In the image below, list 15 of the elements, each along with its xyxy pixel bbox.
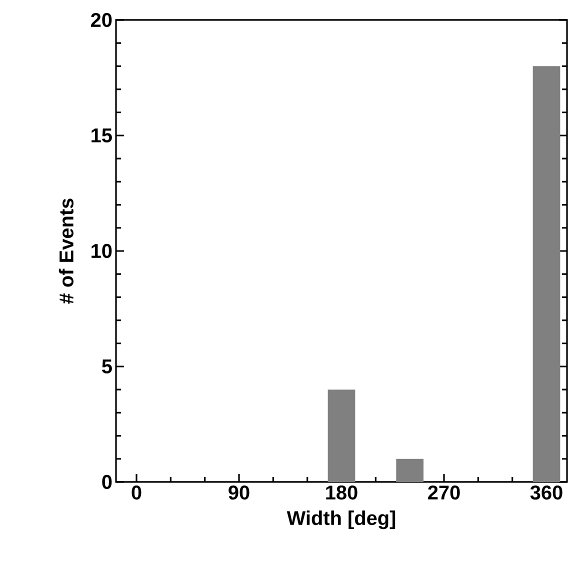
bar	[328, 390, 356, 482]
bar	[532, 66, 560, 482]
x-tick-label: 360	[530, 486, 562, 500]
y-tick-label: 15	[92, 128, 112, 142]
y-tick-label: 20	[91, 12, 112, 28]
x-tick-label: 90	[228, 486, 250, 500]
x-tick-label: 180	[326, 486, 358, 500]
bar	[396, 458, 424, 482]
y-tick-label: 10	[92, 244, 112, 258]
y-tick-label: 0	[102, 474, 112, 490]
y-axis-title: # of Events	[58, 198, 74, 304]
y-tick-label: 5	[102, 360, 112, 374]
x-axis-title: Width [deg]	[286, 510, 396, 530]
x-tick-label: 270	[428, 486, 460, 500]
x-tick-label: 0	[132, 486, 142, 500]
